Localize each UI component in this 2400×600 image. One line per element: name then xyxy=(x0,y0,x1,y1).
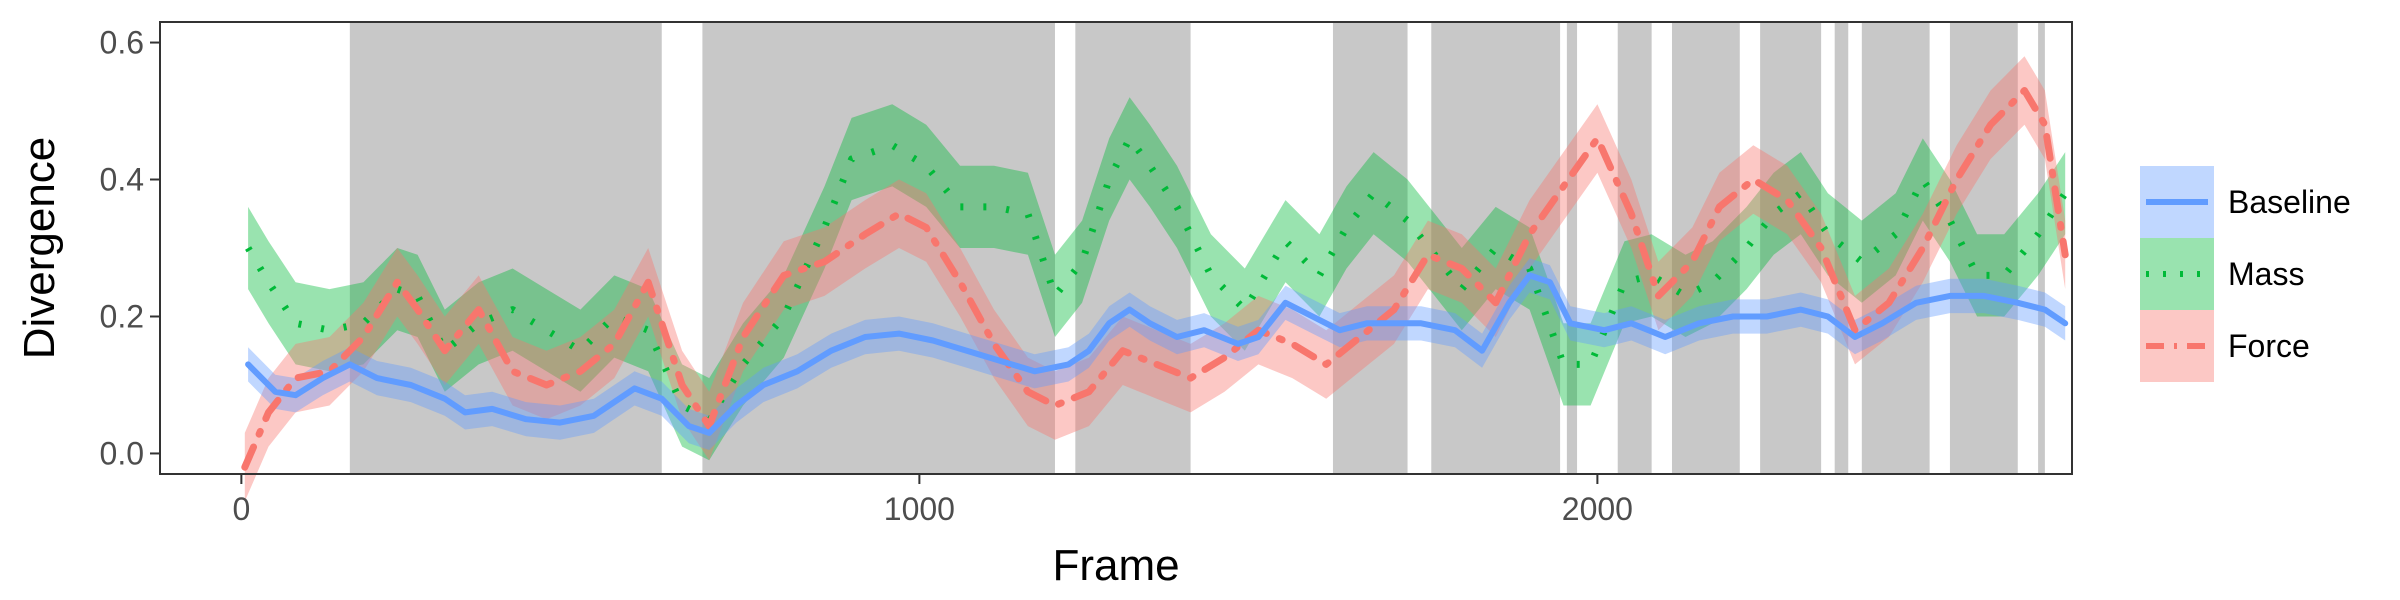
plot-area xyxy=(159,21,2073,502)
shaded-region-1 xyxy=(349,22,662,474)
y-axis: 0.0 0.2 0.4 0.6 xyxy=(100,25,160,471)
shaded-regions xyxy=(349,22,2045,474)
legend-label-mass: Mass xyxy=(2228,256,2304,292)
shaded-region-2 xyxy=(702,22,1055,474)
shaded-region-4 xyxy=(1332,22,1408,474)
shaded-region-8 xyxy=(1671,22,1740,474)
shaded-region-11 xyxy=(1861,22,1930,474)
y-tick-label-0.0: 0.0 xyxy=(100,435,144,471)
mass-confidence-band xyxy=(248,97,2066,461)
legend-label-force: Force xyxy=(2228,328,2310,364)
shaded-region-5 xyxy=(1431,22,1561,474)
shaded-region-3 xyxy=(1075,22,1191,474)
x-tick-label-0: 0 xyxy=(232,491,250,527)
baseline-series-line xyxy=(245,272,2069,436)
x-axis-title: Frame xyxy=(1052,541,1179,590)
shaded-region-13 xyxy=(2038,22,2045,474)
plot-border xyxy=(159,21,2073,475)
x-tick-label-1000: 1000 xyxy=(884,491,955,527)
shaded-region-10 xyxy=(1834,22,1849,474)
series-lines xyxy=(241,87,2069,471)
y-tick-label-0.2: 0.2 xyxy=(100,298,144,334)
shaded-region-12 xyxy=(1949,22,2018,474)
x-axis: 0 1000 2000 xyxy=(232,474,1633,527)
y-axis-title: Divergence xyxy=(15,137,64,360)
legend: Baseline Mass Force xyxy=(2140,166,2351,382)
shaded-region-6 xyxy=(1566,22,1578,474)
legend-label-baseline: Baseline xyxy=(2228,184,2351,220)
shaded-region-9 xyxy=(1760,22,1822,474)
y-tick-label-0.4: 0.4 xyxy=(100,162,144,198)
legend-key-mass xyxy=(2140,238,2214,310)
force-series-line xyxy=(241,87,2069,471)
x-tick-label-2000: 2000 xyxy=(1562,491,1633,527)
y-tick-label-0.6: 0.6 xyxy=(100,25,144,61)
